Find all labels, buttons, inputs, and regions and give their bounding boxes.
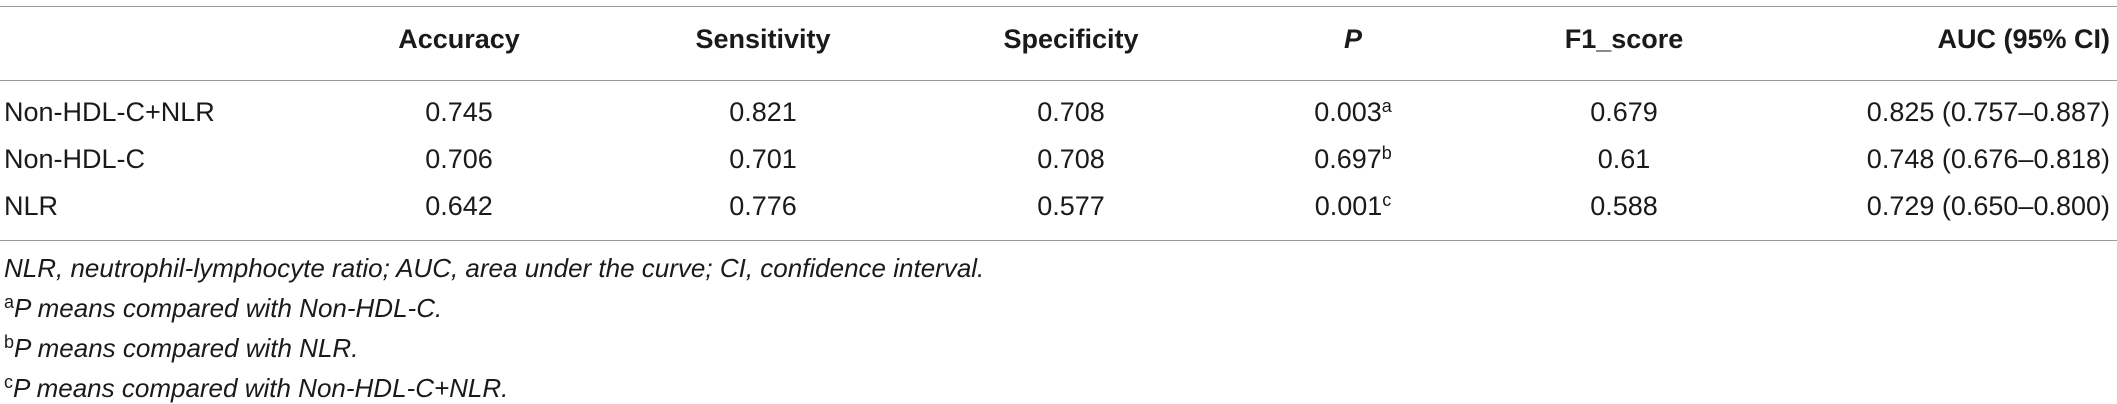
- table-cell: 0.776: [729, 189, 797, 223]
- column-header: Sensitivity: [695, 24, 831, 54]
- footnote: NLR, neutrophil-lymphocyte ratio; AUC, a…: [4, 252, 984, 284]
- table-cell: 0.825 (0.757–0.887): [1867, 95, 2110, 129]
- footnote-text: P means compared with Non-HDL-C.: [14, 293, 443, 323]
- header-rule: [0, 80, 2117, 81]
- footnote: aP means compared with Non-HDL-C.: [4, 292, 442, 324]
- cell-text: 0.679: [1590, 97, 1658, 127]
- table-cell: 0.61: [1598, 142, 1651, 176]
- table-cell: 0.642: [425, 189, 493, 223]
- table-cell: 0.706: [425, 142, 493, 176]
- cell-text: Non-HDL-C: [4, 144, 146, 174]
- cell-text: 0.001: [1314, 191, 1383, 221]
- superscript: a: [1381, 96, 1392, 116]
- table-cell: 0.701: [729, 142, 797, 176]
- row-label: NLR: [4, 189, 58, 223]
- cell-text: 0.748 (0.676–0.818): [1866, 144, 2110, 174]
- cell-text: 0.642: [425, 191, 493, 221]
- cell-text: 0.701: [729, 144, 797, 174]
- footnote: cP means compared with Non-HDL-C+NLR.: [4, 372, 508, 404]
- table-cell: 0.001c: [1315, 189, 1392, 223]
- table-cell: 0.003a: [1314, 95, 1392, 129]
- footnote-text: NLR, neutrophil-lymphocyte ratio; AUC, a…: [4, 253, 985, 283]
- cell-text: 0.61: [1597, 144, 1651, 174]
- cell-text: 0.708: [1037, 97, 1105, 127]
- footnote-text: P means compared with Non-HDL-C+NLR.: [13, 373, 509, 403]
- cell-text: 0.745: [425, 97, 493, 127]
- table-cell: 0.577: [1037, 189, 1105, 223]
- footnote-marker: c: [4, 372, 13, 392]
- column-header: P: [1343, 24, 1363, 54]
- top-rule: [0, 6, 2117, 7]
- cell-text: 0.729 (0.650–0.800): [1866, 191, 2110, 221]
- table-cell: 0.588: [1590, 189, 1658, 223]
- row-label: Non-HDL-C: [4, 142, 145, 176]
- footnote: bP means compared with NLR.: [4, 332, 358, 364]
- cell-text: 0.821: [729, 97, 797, 127]
- table-cell: 0.748 (0.676–0.818): [1867, 142, 2110, 176]
- cell-text: 0.577: [1037, 191, 1105, 221]
- column-header: Accuracy: [398, 24, 520, 54]
- superscript: c: [1382, 190, 1392, 210]
- table-cell: 0.729 (0.650–0.800): [1867, 189, 2110, 223]
- table-cell: 0.697b: [1314, 142, 1392, 176]
- table-cell: 0.708: [1037, 95, 1105, 129]
- table-cell: 0.821: [729, 95, 797, 129]
- cell-text: Non-HDL-C+NLR: [4, 97, 215, 127]
- footnote-text: P means compared with NLR.: [14, 333, 359, 363]
- footnote-marker: b: [4, 332, 15, 352]
- cell-text: 0.708: [1037, 144, 1105, 174]
- cell-text: 0.825 (0.757–0.887): [1866, 97, 2110, 127]
- row-label: Non-HDL-C+NLR: [4, 95, 215, 129]
- cell-text: 0.588: [1590, 191, 1658, 221]
- cell-text: 0.697: [1314, 144, 1382, 174]
- table-cell: 0.679: [1590, 95, 1658, 129]
- column-header: AUC (95% CI): [1937, 24, 2110, 54]
- table-cell: 0.745: [425, 95, 493, 129]
- superscript: b: [1381, 143, 1392, 163]
- column-header: F1_score: [1564, 24, 1684, 54]
- bottom-rule: [0, 240, 2117, 241]
- table-cell: 0.708: [1037, 142, 1105, 176]
- cell-text: NLR: [4, 191, 59, 221]
- footnote-marker: a: [4, 292, 15, 312]
- column-header: Specificity: [1003, 24, 1139, 54]
- cell-text: 0.003: [1314, 97, 1382, 127]
- cell-text: 0.776: [729, 191, 797, 221]
- cell-text: 0.706: [425, 144, 493, 174]
